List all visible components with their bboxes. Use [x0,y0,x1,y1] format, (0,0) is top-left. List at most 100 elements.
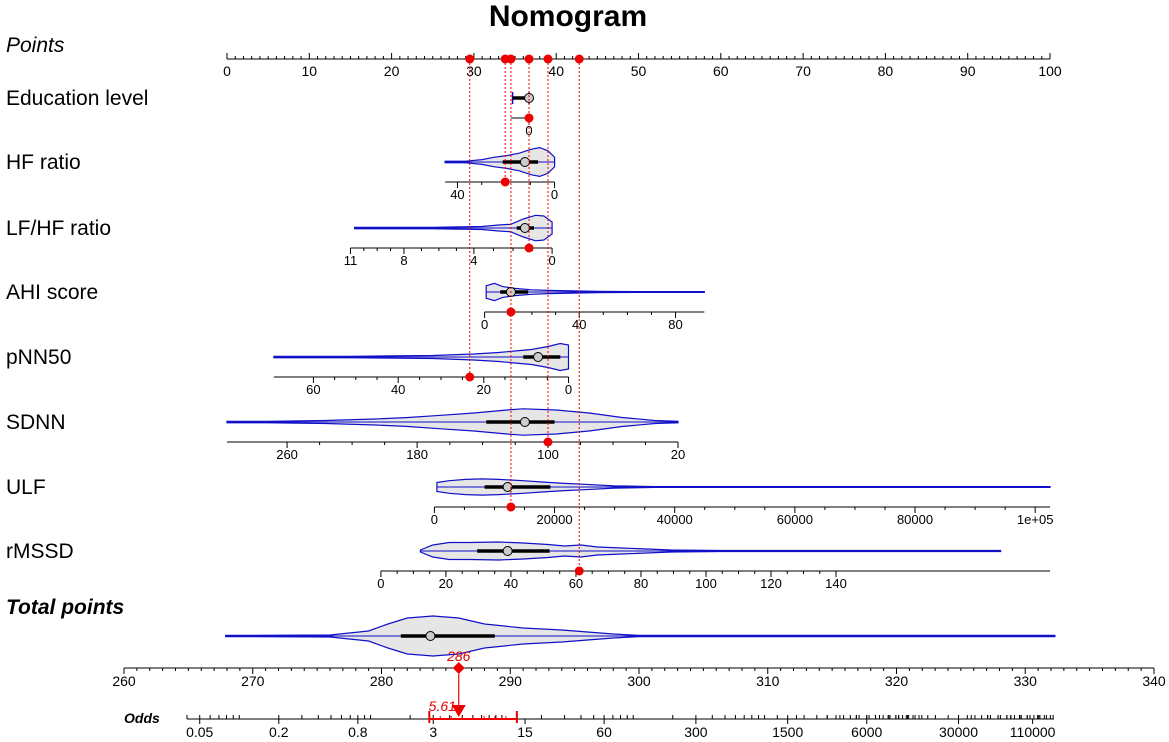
odds-tick-label: 30000 [939,724,978,740]
value-marker [524,243,534,253]
value-marker [500,177,510,187]
variable-axis-tick-label: 40 [450,187,464,202]
odds-tick-label: 110000 [1010,724,1056,740]
points-axis-tick-label: 30 [466,63,482,79]
points-axis-marker [506,54,516,64]
total-axis-tick-label: 310 [756,673,780,689]
variable-axis-tick-label: 60 [569,576,583,591]
variable-axis-tick-label: 40 [391,382,405,397]
value-marker [543,437,553,447]
points-axis-marker [524,54,534,64]
points-axis-marker [574,54,584,64]
points-axis-tick-label: 80 [878,63,894,79]
odds-label: Odds [124,710,160,726]
row-label: ULF [6,476,46,499]
median-dot [519,417,530,427]
total-axis-tick-label: 260 [112,673,136,689]
variable-axis-tick-label: 20000 [536,512,572,527]
median-dot [533,352,544,362]
variable-axis-tick-label: 20 [439,576,453,591]
value-marker [506,307,516,317]
row-label: pNN50 [6,346,71,369]
median-dot [524,93,535,103]
total-axis-tick-label: 290 [499,673,523,689]
points-axis-marker [465,54,475,64]
violin-layer [225,92,1056,657]
variable-axis-tick-label: 0 [481,317,488,332]
variable-axis-tick-label: 80 [668,317,682,332]
odds-tick-label: 15 [517,724,533,740]
variable-axis-tick-label: 260 [276,447,298,462]
points-axis-tick-label: 50 [631,63,647,79]
variable-axis-tick-label: 8 [400,253,407,268]
median-dot [519,157,530,167]
variable-axis-tick-label: 60 [306,382,320,397]
points-axis-tick-label: 10 [302,63,318,79]
variable-axis-tick-label: 100 [537,447,559,462]
variable-axis-tick-label: 0 [377,576,384,591]
variable-axis-tick-label: 1e+05 [1017,512,1054,527]
guide-layer [469,59,580,571]
variable-axis-tick-label: 140 [825,576,847,591]
total-axis-tick-label: 280 [370,673,394,689]
total-points-value-label: 286 [446,648,471,664]
odds-tick-label: 0.05 [186,724,213,740]
row-label: Education level [6,87,148,110]
odds-point-estimate-label: 5.61 [429,698,456,714]
marker-layer: 286 5.61 [428,54,584,723]
variable-axis-tick-label: 80 [634,576,648,591]
total-median-dot [425,631,436,641]
value-marker [506,502,516,512]
row-label: AHI score [6,281,98,304]
total-axis-tick-label: 300 [627,673,651,689]
points-axis-tick-label: 70 [795,63,811,79]
total-points-marker [452,662,465,674]
points-axis-tick-label: 40 [548,63,564,79]
variable-axis-tick-label: 120 [760,576,782,591]
variable-axis-tick-label: 180 [406,447,428,462]
row-label: LF/HF ratio [6,217,111,240]
odds-tick-label: 1500 [772,724,803,740]
points-axis-tick-label: 0 [223,63,231,79]
odds-tick-label: 60 [596,724,612,740]
chart-title: Nomogram [489,0,647,33]
points-axis-tick-label: 100 [1038,63,1062,79]
value-marker [524,113,534,123]
total-axis-tick-label: 330 [1014,673,1038,689]
median-dot [502,546,513,556]
variable-axis-tick-label: 20 [671,447,685,462]
variable-axis-tick-label: 80000 [897,512,933,527]
variable-axis-tick-label: 0 [525,123,532,138]
odds-tick-label: 6000 [851,724,882,740]
row-label: HF ratio [6,151,81,174]
total-axis-tick-label: 320 [885,673,909,689]
points-axis-tick-label: 90 [960,63,976,79]
value-marker [465,372,475,382]
variable-axis-tick-label: 4 [470,253,477,268]
median-dot [502,482,513,492]
odds-tick-label: 3 [429,724,437,740]
points-axis-tick-label: 20 [384,63,400,79]
variable-axis-tick-label: 11 [344,253,358,268]
variable-axis-tick-label: 20 [477,382,491,397]
odds-tick-label: 300 [684,724,708,740]
total-points-label: Total points [6,596,124,619]
points-axis-label: Points [6,34,65,57]
variable-axis-tick-label: 0 [431,512,438,527]
odds-arrow-head [451,705,466,717]
variable-axis-tick-label: 0 [548,253,555,268]
variable-axis-tick-label: 40 [504,576,518,591]
points-axis-tick-label: 60 [713,63,729,79]
odds-tick-label: 0.8 [348,724,368,740]
row-label: SDNN [6,411,66,434]
total-axis-tick-label: 270 [241,673,265,689]
value-marker [574,566,584,576]
variable-axis-tick-label: 60000 [777,512,813,527]
median-dot [519,223,530,233]
variable-axis-tick-label: 100 [695,576,717,591]
variable-axis-tick-label: 40000 [657,512,693,527]
points-axis-marker [543,54,553,64]
odds-tick-label: 0.2 [269,724,289,740]
